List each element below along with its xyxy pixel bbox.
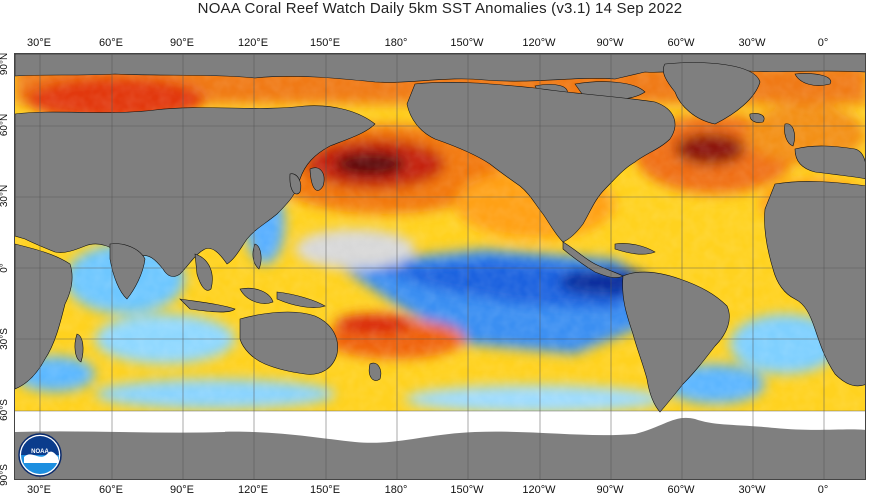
- graticule: [15, 54, 865, 479]
- lon-label-bottom-30e: 30°E: [27, 484, 51, 496]
- lon-label-top-120e: 120°E: [237, 37, 269, 49]
- lon-label-top-90w: 90°W: [596, 37, 624, 49]
- continents: [15, 82, 865, 413]
- lon-label-top-0: 0°: [817, 37, 829, 49]
- lon-label-bottom-150e: 150°E: [309, 484, 341, 496]
- lon-label-bottom-120w: 120°W: [522, 484, 556, 496]
- lat-label-30s: 30°S: [0, 328, 10, 350]
- map-canvas: [15, 54, 865, 479]
- lon-label-top-120w: 120°W: [522, 37, 556, 49]
- sst-anomaly-map: [14, 53, 866, 480]
- lat-label-90s: 90°S: [0, 464, 10, 486]
- antarctica: [15, 411, 865, 479]
- lon-label-bottom-0: 0°: [817, 484, 829, 496]
- lat-label-90n: 90°N: [0, 52, 10, 76]
- lon-label-top-60e: 60°E: [99, 37, 123, 49]
- lon-label-top-180: 180°: [384, 37, 408, 49]
- lon-label-bottom-90e: 90°E: [170, 484, 194, 496]
- lon-label-bottom-180: 180°: [384, 484, 408, 496]
- lat-label-60n: 60°N: [0, 113, 10, 137]
- lon-label-top-60w: 60°W: [667, 37, 695, 49]
- noaa-logo: NOAA: [18, 433, 62, 477]
- lon-label-bottom-60e: 60°E: [99, 484, 123, 496]
- noaa-logo-text: NOAA: [31, 449, 49, 455]
- lat-label-30n: 30°N: [0, 184, 10, 208]
- lon-label-bottom-150w: 150°W: [450, 484, 484, 496]
- lat-label-0: 0°: [0, 263, 10, 273]
- lon-label-bottom-120e: 120°E: [237, 484, 269, 496]
- lon-label-top-30w: 30°W: [738, 37, 766, 49]
- lon-label-bottom-60w: 60°W: [667, 484, 695, 496]
- lon-label-top-30e: 30°E: [27, 37, 51, 49]
- lon-label-top-90e: 90°E: [170, 37, 194, 49]
- lon-label-bottom-90w: 90°W: [596, 484, 624, 496]
- lon-label-top-150e: 150°E: [309, 37, 341, 49]
- lat-label-60s: 60°S: [0, 399, 10, 421]
- lon-label-bottom-30w: 30°W: [738, 484, 766, 496]
- lon-label-top-150w: 150°W: [450, 37, 484, 49]
- map-title: NOAA Coral Reef Watch Daily 5km SST Anom…: [197, 0, 683, 17]
